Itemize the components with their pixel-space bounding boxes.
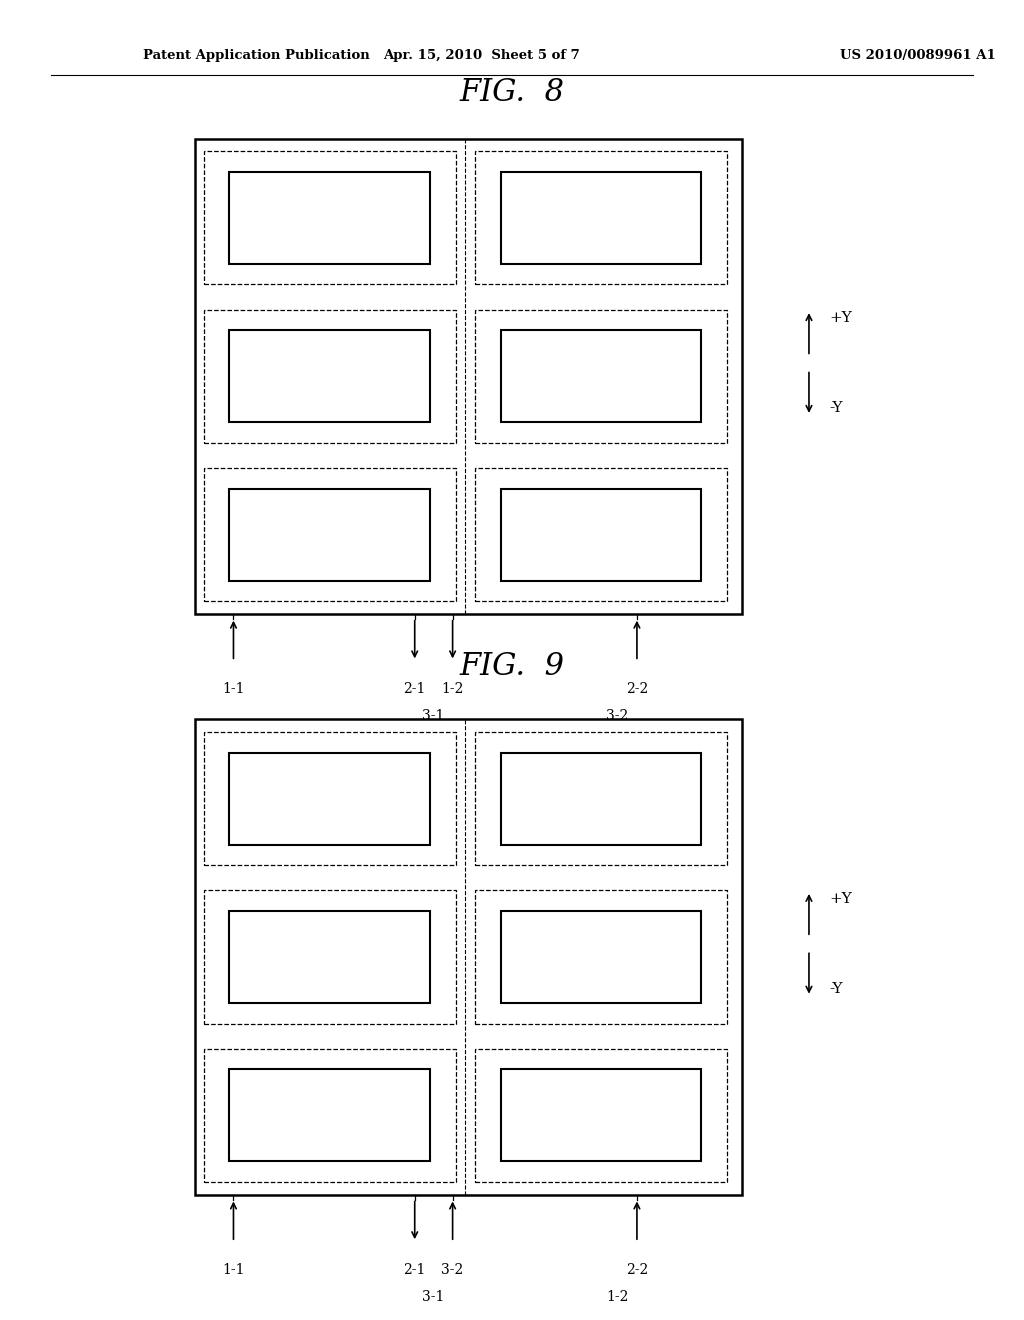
Text: 3-1: 3-1 — [422, 709, 444, 723]
Bar — [475, 310, 727, 442]
Text: 1-1: 1-1 — [222, 1263, 245, 1278]
Bar — [229, 488, 430, 581]
Text: 1-2: 1-2 — [441, 682, 464, 697]
Bar — [195, 139, 742, 614]
Bar — [204, 310, 456, 442]
Bar — [501, 911, 701, 1003]
Text: 3-1: 3-1 — [422, 1290, 444, 1304]
Bar — [501, 1069, 701, 1162]
Bar — [475, 469, 727, 601]
Text: 1-1: 1-1 — [222, 682, 245, 697]
Text: 3-2: 3-2 — [606, 709, 629, 723]
Bar — [475, 733, 727, 865]
Text: FIG.  9: FIG. 9 — [460, 651, 564, 682]
Text: -Y: -Y — [829, 401, 843, 414]
Text: Apr. 15, 2010  Sheet 5 of 7: Apr. 15, 2010 Sheet 5 of 7 — [383, 49, 580, 62]
Bar — [229, 752, 430, 845]
Bar — [204, 891, 456, 1023]
Text: Patent Application Publication: Patent Application Publication — [143, 49, 370, 62]
Bar — [501, 488, 701, 581]
Text: 2-2: 2-2 — [626, 682, 648, 697]
Bar — [475, 891, 727, 1023]
Bar — [229, 911, 430, 1003]
Text: 2-1: 2-1 — [403, 1263, 426, 1278]
Bar — [501, 172, 701, 264]
Text: 1-2: 1-2 — [606, 1290, 629, 1304]
Text: -Y: -Y — [829, 982, 843, 995]
Bar — [475, 152, 727, 284]
Text: US 2010/0089961 A1: US 2010/0089961 A1 — [840, 49, 995, 62]
Text: 3-2: 3-2 — [441, 1263, 464, 1278]
Text: +Y: +Y — [829, 892, 852, 906]
Bar — [204, 733, 456, 865]
Bar — [229, 330, 430, 422]
Bar — [204, 469, 456, 601]
Bar — [501, 330, 701, 422]
Bar — [475, 1049, 727, 1181]
Bar — [229, 1069, 430, 1162]
Bar — [195, 719, 742, 1195]
Bar — [229, 172, 430, 264]
Text: +Y: +Y — [829, 312, 852, 325]
Text: 2-2: 2-2 — [626, 1263, 648, 1278]
Bar — [204, 152, 456, 284]
Text: FIG.  8: FIG. 8 — [460, 77, 564, 108]
Bar — [204, 1049, 456, 1181]
Bar — [501, 752, 701, 845]
Text: 2-1: 2-1 — [403, 682, 426, 697]
